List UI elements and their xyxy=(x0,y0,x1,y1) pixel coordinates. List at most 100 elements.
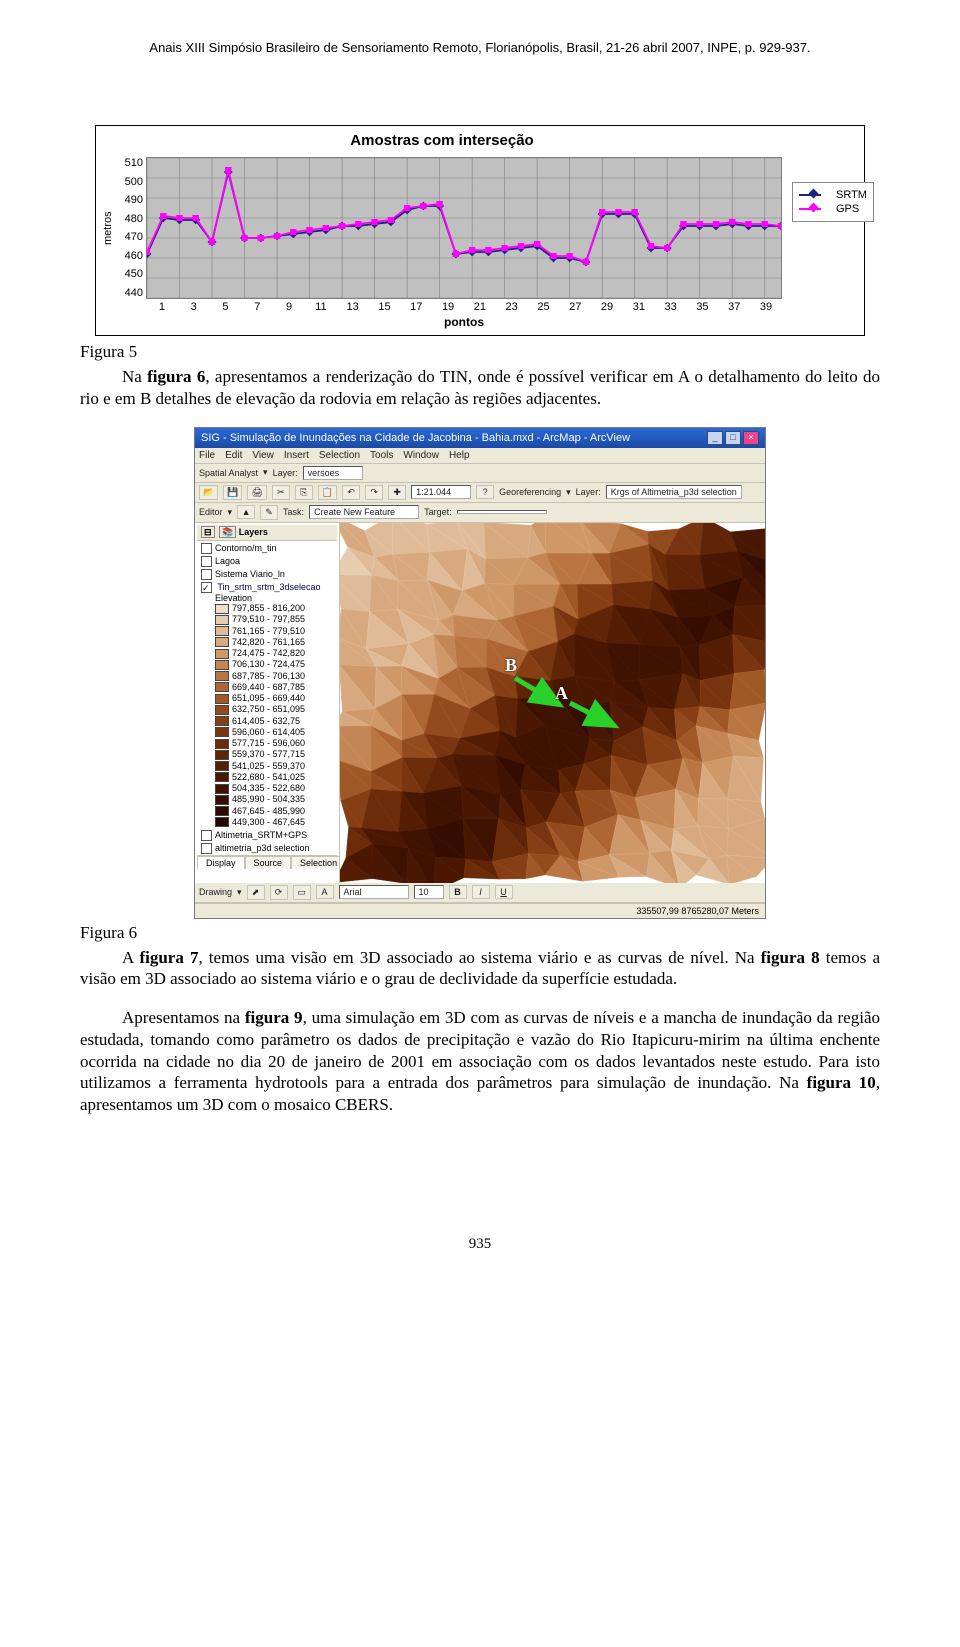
paragraph-1: Na figura 6, apresentamos a renderização… xyxy=(80,366,880,410)
tab-source[interactable]: Source xyxy=(245,856,292,869)
menu-help[interactable]: Help xyxy=(449,450,470,461)
tool-redo-icon[interactable]: ↷ xyxy=(365,485,383,500)
swatch xyxy=(215,604,229,614)
bold-icon[interactable]: B xyxy=(449,885,467,899)
class-label: 687,785 - 706,130 xyxy=(232,671,305,682)
swatch xyxy=(215,761,229,771)
arrow-a xyxy=(565,698,625,738)
elevation-class: 577,715 - 596,060 xyxy=(215,738,337,749)
class-label: 797,855 - 816,200 xyxy=(232,603,305,614)
layer-checkbox[interactable] xyxy=(201,830,212,841)
para1-bold: figura 6 xyxy=(147,367,205,386)
layer-checkbox[interactable] xyxy=(201,569,212,580)
toolbar-2: 📂 💾 🖨 ✂ ⎘ 📋 ↶ ↷ ✚ 1:21.044 ? Georeferenc… xyxy=(195,483,765,503)
tab-selection[interactable]: Selection xyxy=(291,856,340,869)
swatch xyxy=(215,671,229,681)
draw-text-icon[interactable]: A xyxy=(316,885,334,899)
elevation-class: 614,405 - 632,75 xyxy=(215,716,337,727)
drawing-toolbar: Drawing ▾ ⬈ ⟳ ▭ A Arial 10 B I U xyxy=(195,883,765,903)
chart-plot-area xyxy=(146,157,782,299)
layer-checkbox[interactable] xyxy=(201,843,212,854)
class-label: 522,680 - 541,025 xyxy=(232,772,305,783)
tin-layer-name: Tin_srtm_srtm_3dselecao xyxy=(217,582,320,592)
georef-label: Georeferencing xyxy=(499,487,561,497)
elevation-class: 596,060 - 614,405 xyxy=(215,727,337,738)
menu-edit[interactable]: Edit xyxy=(225,450,242,461)
layer2-dropdown[interactable]: Krgs of Altimetria_p3d selection xyxy=(606,485,742,499)
tool-save-icon[interactable]: 💾 xyxy=(223,485,242,500)
toc-tabs: DisplaySourceSelection xyxy=(197,855,337,869)
menu-view[interactable]: View xyxy=(252,450,274,461)
tool-paste-icon[interactable]: 📋 xyxy=(318,485,337,500)
swatch xyxy=(215,750,229,760)
tool-help-icon[interactable]: ? xyxy=(476,485,494,499)
tool-undo-icon[interactable]: ↶ xyxy=(342,485,360,500)
minimize-button[interactable]: _ xyxy=(707,431,723,445)
elevation-class: 467,645 - 485,990 xyxy=(215,806,337,817)
font-dropdown[interactable]: Arial xyxy=(339,885,409,899)
elevation-class: 761,165 - 779,510 xyxy=(215,626,337,637)
window-title: SIG - Simulação de Inundações na Cidade … xyxy=(201,432,630,444)
tool-add-icon[interactable]: ✚ xyxy=(388,485,406,500)
elevation-class: 651,095 - 669,440 xyxy=(215,693,337,704)
italic-icon[interactable]: I xyxy=(472,885,490,899)
elevation-class: 779,510 - 797,855 xyxy=(215,614,337,625)
page-number: 935 xyxy=(80,1236,880,1253)
class-label: 761,165 - 779,510 xyxy=(232,626,305,637)
tool-open-icon[interactable]: 📂 xyxy=(199,485,218,500)
figure5-label: Figura 5 xyxy=(80,342,880,362)
fontsize-input[interactable]: 10 xyxy=(414,885,444,899)
window-titlebar: SIG - Simulação de Inundações na Cidade … xyxy=(195,428,765,448)
menu-selection[interactable]: Selection xyxy=(319,450,360,461)
elevation-class: 632,750 - 651,095 xyxy=(215,704,337,715)
xtick: 7 xyxy=(241,301,273,313)
draw-pointer-icon[interactable]: ⬈ xyxy=(247,885,265,900)
tool-cut-icon[interactable]: ✂ xyxy=(272,485,290,500)
target-dropdown[interactable] xyxy=(457,510,547,514)
ytick: 510 xyxy=(116,157,143,169)
menu-insert[interactable]: Insert xyxy=(284,450,309,461)
editor-label: Editor xyxy=(199,507,223,517)
swatch xyxy=(215,817,229,827)
underline-icon[interactable]: U xyxy=(495,885,513,899)
ytick: 450 xyxy=(116,268,143,280)
chart-container: Amostras com interseção metros 510500490… xyxy=(95,125,865,336)
maximize-button[interactable]: □ xyxy=(725,431,741,445)
paragraph-4: Apresentamos na figura 9, uma simulação … xyxy=(80,1007,880,1116)
elevation-class: 522,680 - 541,025 xyxy=(215,772,337,783)
tin-layer-checkbox[interactable]: ✓ xyxy=(201,582,212,593)
class-label: 577,715 - 596,060 xyxy=(232,738,305,749)
tool-sketch-icon[interactable]: ✎ xyxy=(260,505,278,520)
class-label: 541,025 - 559,370 xyxy=(232,761,305,772)
map-canvas[interactable]: B A xyxy=(340,523,765,883)
layer-name: Altimetria_SRTM+GPS xyxy=(215,830,307,840)
elevation-class: 797,855 - 816,200 xyxy=(215,603,337,614)
tool-edit-icon[interactable]: ▲ xyxy=(237,505,255,519)
chart-yticks: 510500490480470460450440 xyxy=(116,157,146,299)
menu-window[interactable]: Window xyxy=(403,450,439,461)
layer-name: Sistema Viario_ln xyxy=(215,569,285,579)
xtick: 35 xyxy=(687,301,719,313)
tab-display[interactable]: Display xyxy=(197,856,245,869)
elevation-class: 687,785 - 706,130 xyxy=(215,671,337,682)
legend-item: SRTM xyxy=(799,189,867,201)
menu-file[interactable]: File xyxy=(199,450,215,461)
swatch xyxy=(215,637,229,647)
draw-rect-icon[interactable]: ▭ xyxy=(293,885,311,900)
menu-tools[interactable]: Tools xyxy=(370,450,393,461)
tool-print-icon[interactable]: 🖨 xyxy=(247,485,266,500)
task-dropdown[interactable]: Create New Feature xyxy=(309,505,419,519)
layer-checkbox[interactable] xyxy=(201,543,212,554)
tool-copy-icon[interactable]: ⎘ xyxy=(295,485,313,500)
task-label: Task: xyxy=(283,507,304,517)
draw-rotate-icon[interactable]: ⟳ xyxy=(270,885,288,900)
elevation-class: 559,370 - 577,715 xyxy=(215,749,337,760)
class-label: 559,370 - 577,715 xyxy=(232,749,305,760)
table-of-contents: ⊟ 📚 Layers Contorno/m_tinLagoaSistema Vi… xyxy=(195,523,340,883)
layer-checkbox[interactable] xyxy=(201,556,212,567)
layer-dropdown[interactable]: versoes xyxy=(303,466,363,480)
xtick: 31 xyxy=(623,301,655,313)
scale-input[interactable]: 1:21.044 xyxy=(411,485,471,499)
ytick: 490 xyxy=(116,194,143,206)
close-button[interactable]: × xyxy=(743,431,759,445)
